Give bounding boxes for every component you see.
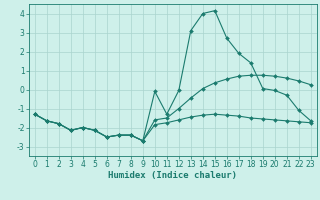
X-axis label: Humidex (Indice chaleur): Humidex (Indice chaleur) — [108, 171, 237, 180]
